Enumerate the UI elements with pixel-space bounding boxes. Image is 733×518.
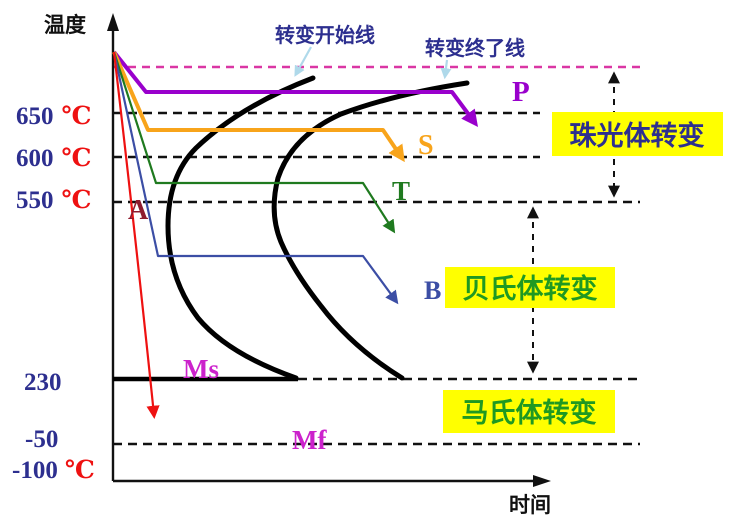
y-label-600: 600 ℃ xyxy=(16,145,91,172)
y-label-minus100-unit: ℃ xyxy=(65,457,95,484)
start-line-pointer-arrow xyxy=(294,46,312,77)
bainite-zone-chip: 贝氏体转变 xyxy=(445,267,615,308)
y-label-550-unit: ℃ xyxy=(62,187,92,214)
phase-label-Mf: Mf xyxy=(292,425,327,455)
finish-line-label: 转变终了线 xyxy=(425,36,525,60)
phase-label-Ms: Ms xyxy=(183,354,219,384)
pearlite-zone-chip: 珠光体转变 xyxy=(552,112,723,156)
y-label-minus50-num: -50 xyxy=(25,426,58,453)
bainite-zone-chip-label: 贝氏体转变 xyxy=(463,273,598,304)
bainite-zone-chip-bg xyxy=(445,267,615,308)
start-line-label: 转变开始线 xyxy=(275,23,375,47)
y-label-650-num: 650 xyxy=(16,103,54,130)
y-label-minus100-num: -100 xyxy=(12,457,58,484)
y-label-minus100: -100 ℃ xyxy=(12,457,95,484)
pearlite-zone-chip-bg xyxy=(552,112,723,156)
cooling-curve-B xyxy=(112,51,399,305)
phase-label-A: A xyxy=(128,195,149,226)
y-label-650: 650 ℃ xyxy=(16,103,91,130)
pearlite-zone-chip-label: 珠光体转变 xyxy=(570,120,705,151)
cooling-curve-S xyxy=(112,51,405,163)
y-label-230-num: 230 xyxy=(24,369,62,396)
cooling-curve-P xyxy=(112,50,479,128)
y-label-600-unit: ℃ xyxy=(62,145,92,172)
y-label-550-num: 550 xyxy=(16,187,54,214)
martensite-zone-chip-bg xyxy=(443,390,615,433)
y-label-230: 230 xyxy=(24,369,62,396)
phase-label-S: S xyxy=(418,130,434,161)
transformation-finish-c-curve xyxy=(271,80,470,381)
phase-label-T: T xyxy=(392,176,410,206)
x-axis-arrowhead xyxy=(533,475,551,487)
cooling-curve-A-quench xyxy=(112,51,160,419)
cooling-curve-T xyxy=(112,51,396,234)
y-axis-title: 温度 xyxy=(44,13,86,37)
x-axis-title: 时间 xyxy=(509,494,551,517)
martensite-zone-chip: 马氏体转变 xyxy=(443,390,615,433)
y-label-600-num: 600 xyxy=(16,145,54,172)
phase-label-B: B xyxy=(424,276,441,305)
phase-label-P: P xyxy=(512,76,530,108)
finish-line-pointer-arrow xyxy=(440,59,452,80)
martensite-zone-chip-label: 马氏体转变 xyxy=(462,397,597,428)
transformation-start-c-curve xyxy=(165,75,316,381)
y-label-650-unit: ℃ xyxy=(62,103,92,130)
y-label-minus50: -50 xyxy=(25,426,58,453)
y-label-550: 550 ℃ xyxy=(16,187,91,214)
y-axis-arrowhead xyxy=(107,13,119,31)
